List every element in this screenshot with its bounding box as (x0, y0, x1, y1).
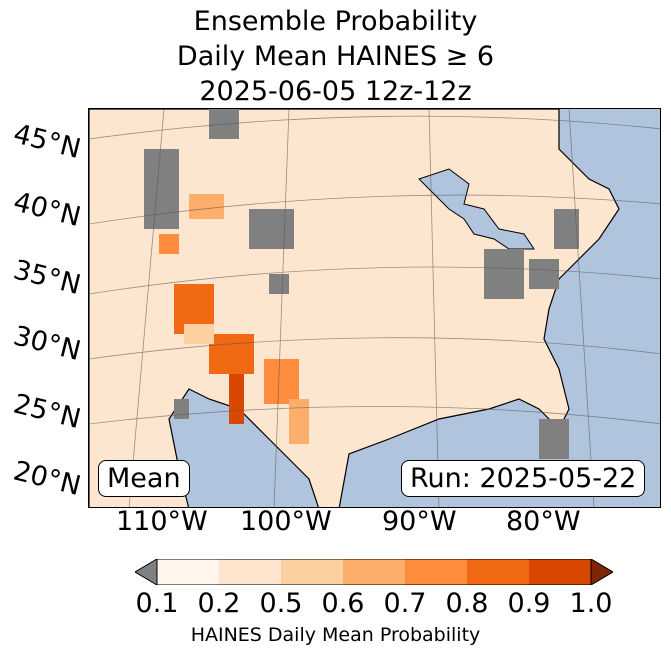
missing-data-patches (144, 109, 579, 459)
colorbar-tick: 0.8 (445, 588, 489, 619)
colorbar-label: HAINES Daily Mean Probability (190, 624, 481, 646)
lon-label-90: 90°W (382, 506, 457, 537)
mean-label: Mean (98, 460, 190, 497)
lon-label-100: 100°W (240, 506, 332, 537)
colorbar-swatch (405, 559, 468, 585)
lat-label-20: 20°N (10, 455, 84, 503)
lat-label-25: 25°N (10, 388, 84, 436)
colorbar-tick: 0.5 (259, 588, 303, 619)
colorbar-tick: 0.6 (321, 588, 365, 619)
colorbar-tick: 1.0 (569, 588, 613, 619)
lat-label-40: 40°N (10, 186, 84, 234)
lat-label-35: 35°N (10, 254, 84, 302)
colorbar-swatch (281, 559, 344, 585)
colorbar-tick: 0.9 (507, 588, 551, 619)
colorbar-under-arrow (135, 559, 158, 585)
colorbar-swatch (529, 559, 592, 585)
chart-title-line-1: Ensemble Probability (193, 6, 478, 37)
colorbar-tick: 0.7 (383, 588, 427, 619)
run-date-label: Run: 2025-05-22 (401, 460, 646, 497)
colorbar-tick: 0.1 (135, 588, 179, 619)
colorbar-swatch (343, 559, 406, 585)
lon-label-110: 110°W (116, 506, 208, 537)
great-lakes (418, 168, 535, 250)
lat-label-30: 30°N (10, 320, 84, 368)
colorbar (135, 559, 613, 585)
lat-label-45: 45°N (10, 118, 84, 166)
colorbar-swatch (219, 559, 282, 585)
map-panel (88, 108, 661, 508)
colorbar-tick: 0.2 (197, 588, 241, 619)
map-canvas (89, 109, 660, 507)
chart-title-line-2: Daily Mean HAINES ≥ 6 (176, 41, 495, 72)
probability-patches (159, 194, 309, 444)
colorbar-over-arrow (590, 559, 613, 585)
chart-title-line-3: 2025-06-05 12z-12z (199, 76, 472, 107)
colorbar-swatch (467, 559, 530, 585)
colorbar-swatch (157, 559, 220, 585)
graticule (89, 109, 660, 507)
lon-label-80: 80°W (506, 506, 581, 537)
